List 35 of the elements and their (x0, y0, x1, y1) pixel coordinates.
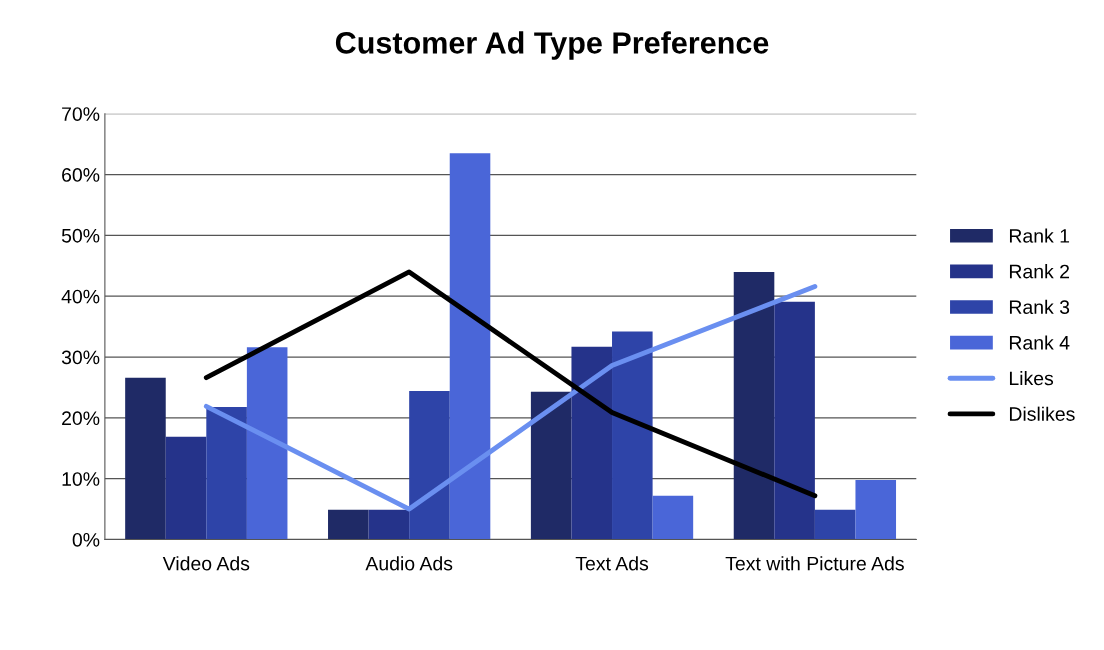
x-tick-label: Text with Picture Ads (725, 556, 904, 571)
bar (125, 377, 166, 540)
bar (449, 153, 491, 540)
x-tick-label: Text Ads (575, 556, 649, 571)
legend-label: Rank 3 (1009, 299, 1070, 315)
bar (246, 347, 288, 540)
bar (206, 406, 247, 540)
bar (409, 391, 450, 540)
bar (814, 509, 856, 540)
y-tick-label: 20% (62, 411, 100, 426)
bar (328, 509, 369, 540)
legend-label: Dislikes (1009, 406, 1075, 421)
y-tick-label: 10% (62, 472, 100, 486)
x-tick-label: Video Ads (162, 556, 250, 571)
bar (571, 346, 613, 540)
y-tick-label: 60% (62, 168, 100, 182)
y-tick-label: 70% (62, 107, 100, 121)
bar (652, 495, 694, 540)
bar (855, 479, 897, 540)
bar (165, 436, 207, 540)
y-tick-label: 40% (61, 289, 100, 304)
y-tick-label: 30% (61, 350, 100, 365)
bar (530, 391, 572, 540)
x-tick-label: Audio Ads (365, 556, 453, 571)
bar (368, 509, 410, 540)
legend-label: Likes (1009, 371, 1054, 386)
y-tick-label: 0% (72, 532, 100, 547)
bar (612, 331, 653, 540)
legend-label: Rank 4 (1009, 335, 1070, 350)
bar (774, 301, 815, 540)
legend-label: Rank 2 (1009, 264, 1070, 279)
chart-title: Customer Ad Type Preference (335, 31, 769, 60)
legend-label: Rank 1 (1009, 228, 1070, 243)
y-tick-label: 50% (61, 228, 100, 243)
bar (733, 271, 775, 540)
